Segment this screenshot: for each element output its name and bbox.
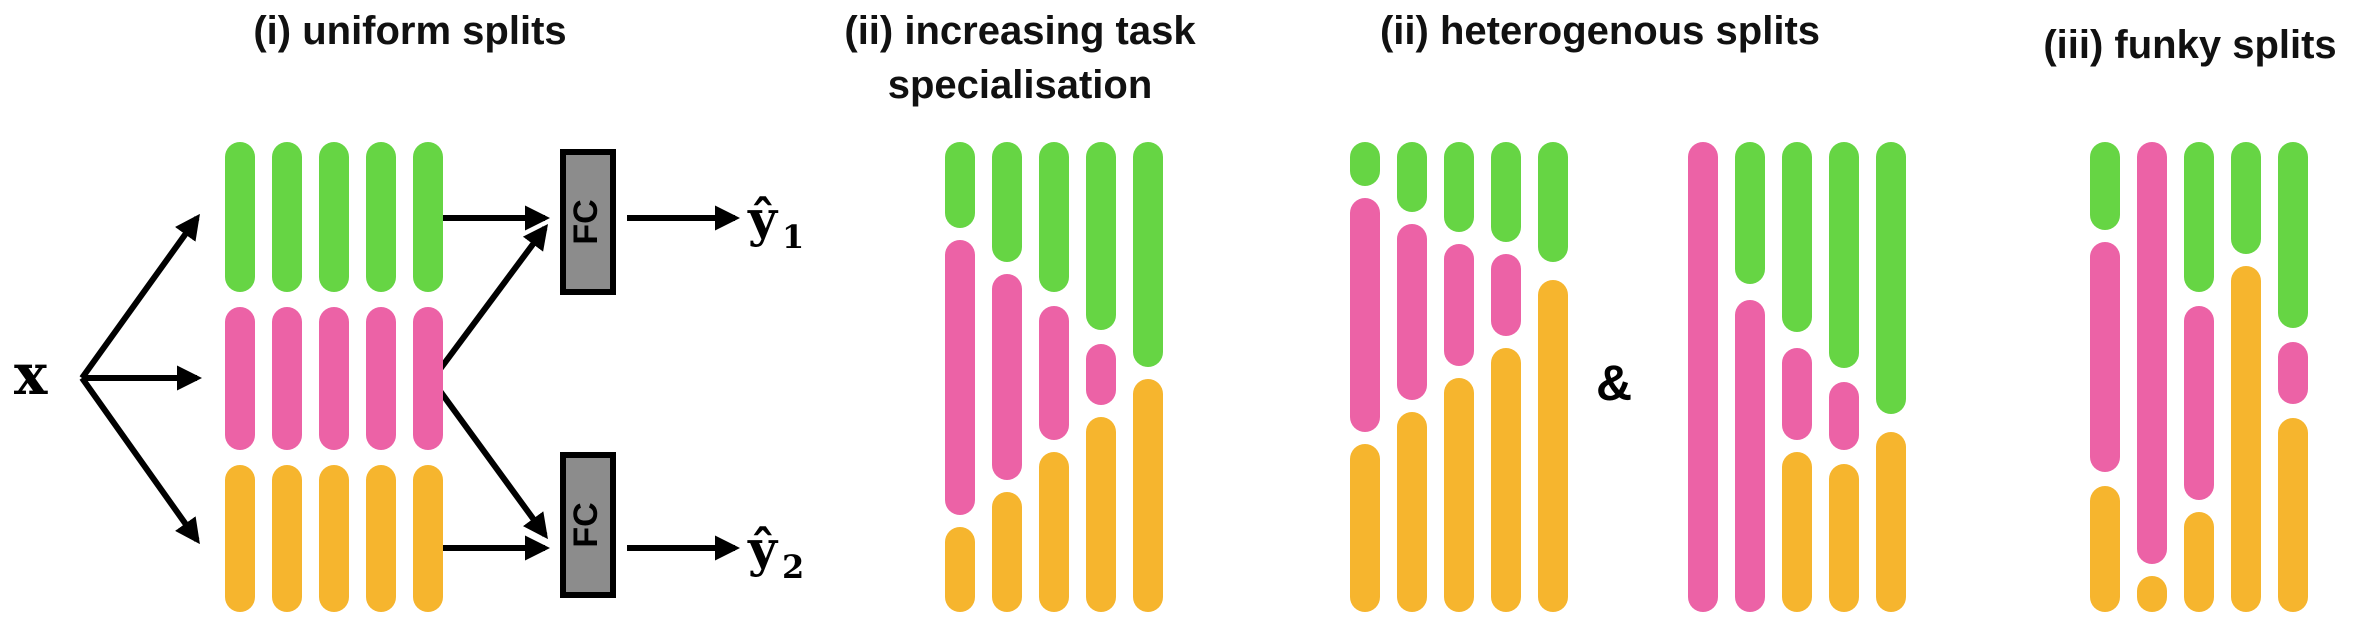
task2-segment <box>1350 198 1380 432</box>
task2-segment <box>1444 244 1474 366</box>
shared-segment <box>1538 280 1568 612</box>
task1-segment <box>1782 142 1812 332</box>
arrow-icon <box>79 213 200 380</box>
output-y2: ŷ 2 <box>747 519 804 586</box>
task2-segment <box>319 307 349 450</box>
shared-segment <box>1829 464 1859 612</box>
task1-segment <box>2090 142 2120 230</box>
shared-segment <box>1039 452 1069 612</box>
task1-segment <box>1133 142 1163 367</box>
task1-segment <box>945 142 975 228</box>
shared-segment <box>1086 417 1116 612</box>
task1-segment <box>1538 142 1568 262</box>
task2-segment <box>1397 224 1427 400</box>
task2-segment <box>1735 300 1765 612</box>
task1-segment <box>1086 142 1116 330</box>
task2-segment <box>1782 348 1812 440</box>
task2-segment <box>945 240 975 515</box>
shared-segment <box>1397 412 1427 612</box>
task1-segment <box>1444 142 1474 232</box>
shared-segment <box>413 465 443 612</box>
task1-segment <box>1397 142 1427 212</box>
task1-segment <box>225 142 255 292</box>
task1-segment <box>319 142 349 292</box>
shared-segment <box>225 465 255 612</box>
task1-segment <box>413 142 443 292</box>
task2-segment <box>2278 342 2308 404</box>
task1-segment <box>2231 142 2261 254</box>
shared-segment <box>1782 452 1812 612</box>
arrow-icon <box>429 378 548 540</box>
title-heterogenous-splits: (ii) heterogenous splits <box>1379 9 1821 53</box>
task1-segment <box>366 142 396 292</box>
shared-segment <box>2090 486 2120 612</box>
shared-segment <box>319 465 349 612</box>
fc-block-task1: FC <box>560 149 616 295</box>
shared-segment <box>2278 418 2308 612</box>
shared-segment <box>1876 432 1906 612</box>
shared-segment <box>2231 266 2261 612</box>
task2-segment <box>2137 142 2167 564</box>
task2-segment <box>272 307 302 450</box>
output-y2-symbol: ŷ <box>747 519 779 578</box>
shared-segment <box>1444 378 1474 612</box>
arrows <box>79 205 741 561</box>
shared-segment <box>945 527 975 612</box>
output-y1-subscript: 1 <box>782 218 804 256</box>
task2-segment <box>366 307 396 450</box>
task2-segment <box>1491 254 1521 336</box>
shared-segment <box>272 465 302 612</box>
task1-segment <box>1039 142 1069 292</box>
shared-segment <box>1491 348 1521 612</box>
fc-block-task2: FC <box>560 452 616 598</box>
shared-segment <box>1350 444 1380 612</box>
task1-segment <box>272 142 302 292</box>
task2-segment <box>2184 306 2214 500</box>
shared-segment <box>2137 576 2167 612</box>
fc-label: FC <box>567 502 605 547</box>
task1-segment <box>1829 142 1859 368</box>
ampersand-label: & <box>1596 355 1632 411</box>
task1-segment <box>992 142 1022 262</box>
input-x-label: x <box>14 342 48 408</box>
title-increasing-specialisation-line1: (ii) increasing task <box>844 9 1196 53</box>
task2-segment <box>1039 306 1069 440</box>
output-y1-symbol: ŷ <box>747 189 779 248</box>
task1-segment <box>1876 142 1906 414</box>
task2-segment <box>413 307 443 450</box>
task1-segment <box>1350 142 1380 186</box>
title-funky-splits: (iii) funky splits <box>2043 23 2337 67</box>
shared-segment <box>992 492 1022 612</box>
task2-segment <box>1829 382 1859 450</box>
arrow-icon <box>79 376 200 545</box>
shared-segment <box>2184 512 2214 612</box>
task2-segment <box>225 307 255 450</box>
task1-segment <box>2278 142 2308 328</box>
task1-segment <box>1491 142 1521 242</box>
task2-segment <box>2090 242 2120 472</box>
title-uniform-splits: (i) uniform splits <box>253 9 567 53</box>
split-segments <box>225 142 2308 612</box>
output-y1: ŷ 1 <box>747 189 804 256</box>
output-y2-subscript: 2 <box>782 548 804 586</box>
task2-segment <box>1688 142 1718 612</box>
task1-segment <box>1735 142 1765 284</box>
task2-segment <box>992 274 1022 480</box>
shared-segment <box>1133 379 1163 612</box>
title-increasing-specialisation-line2: specialisation <box>887 63 1153 107</box>
fc-label: FC <box>567 199 605 244</box>
shared-segment <box>366 465 396 612</box>
arrow-icon <box>429 223 549 382</box>
task1-segment <box>2184 142 2214 292</box>
task2-segment <box>1086 344 1116 405</box>
